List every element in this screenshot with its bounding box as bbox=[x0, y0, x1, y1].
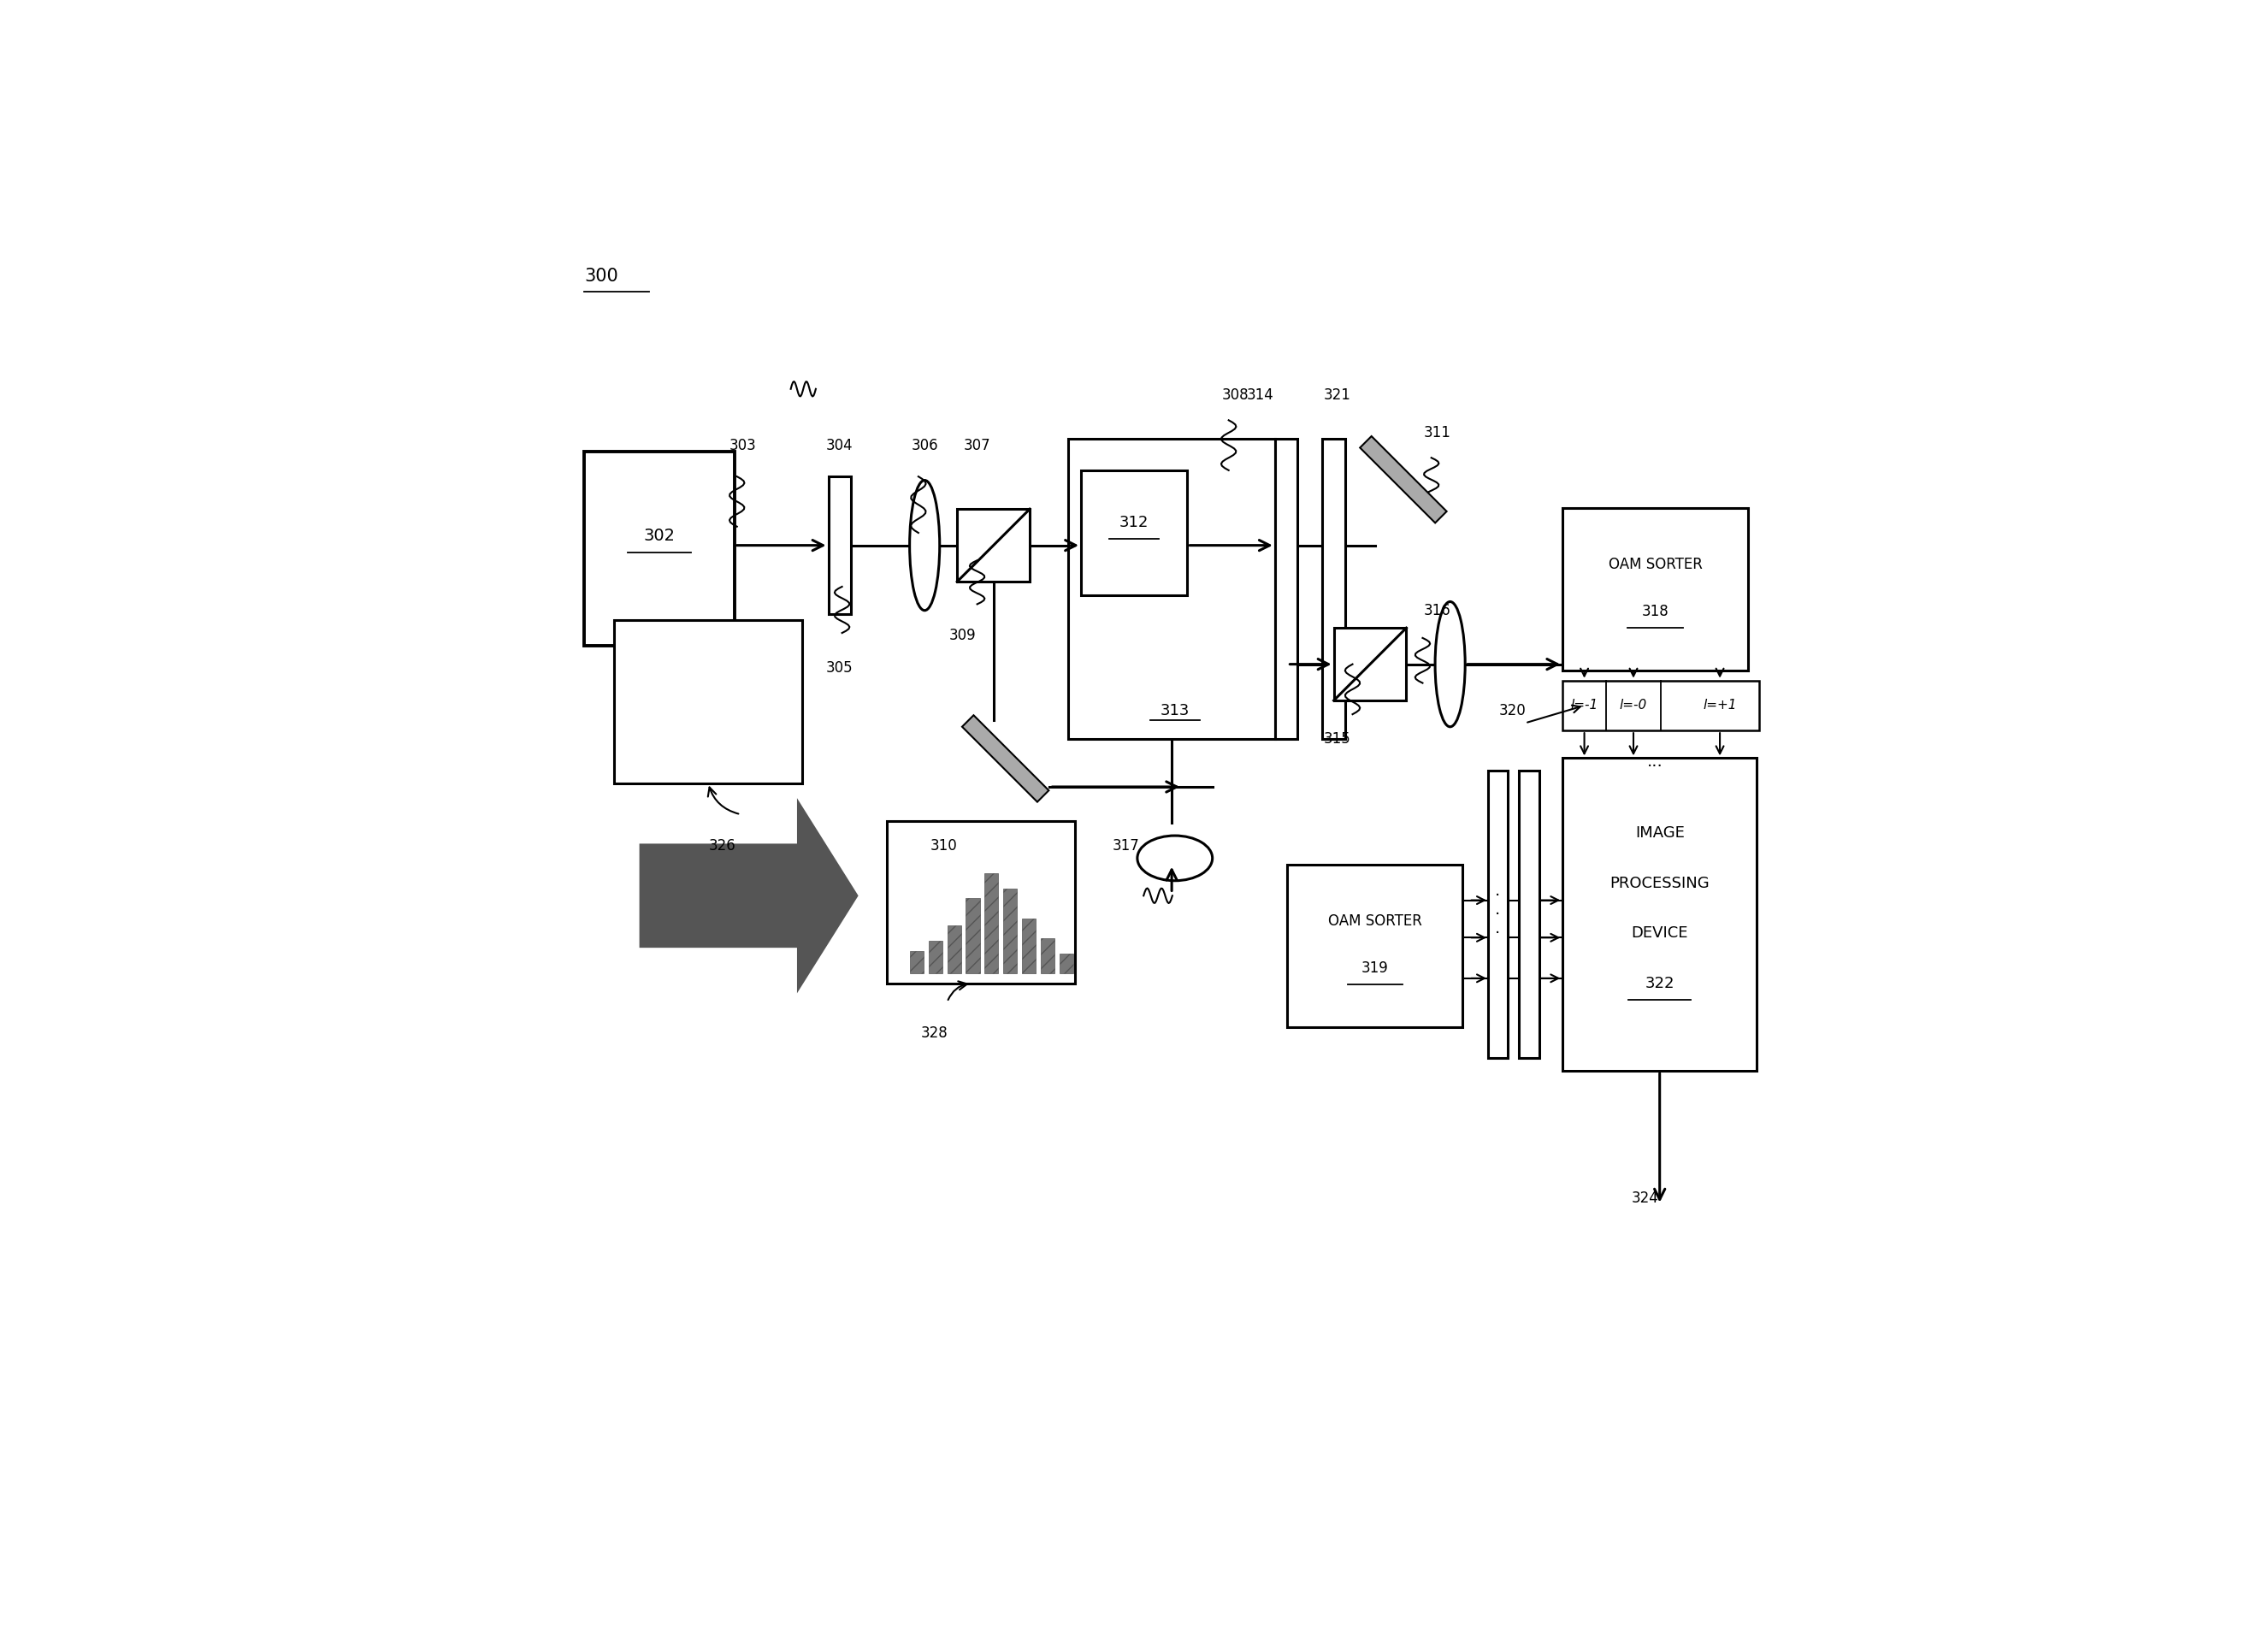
Bar bbox=[1563, 757, 1758, 1071]
Bar bbox=[1002, 889, 1018, 973]
Text: 321: 321 bbox=[1325, 387, 1352, 403]
Text: IMAGE: IMAGE bbox=[1635, 826, 1685, 840]
Bar bbox=[1059, 954, 1073, 973]
Ellipse shape bbox=[909, 481, 939, 611]
Text: 318: 318 bbox=[1642, 604, 1669, 619]
Text: 307: 307 bbox=[964, 437, 991, 453]
Text: 324: 324 bbox=[1631, 1191, 1658, 1206]
Bar bbox=[1563, 681, 1760, 731]
Bar bbox=[966, 899, 980, 973]
Bar bbox=[1488, 770, 1508, 1058]
Bar bbox=[585, 452, 735, 645]
Text: 304: 304 bbox=[826, 437, 853, 453]
Polygon shape bbox=[1361, 436, 1447, 523]
Bar bbox=[1082, 470, 1188, 595]
Text: 306: 306 bbox=[912, 437, 939, 453]
Text: OAM SORTER: OAM SORTER bbox=[1329, 913, 1422, 928]
Bar bbox=[1563, 507, 1749, 671]
Text: 314: 314 bbox=[1247, 387, 1275, 403]
Text: 322: 322 bbox=[1644, 975, 1674, 991]
Text: l=-0: l=-0 bbox=[1619, 699, 1647, 712]
Text: 311: 311 bbox=[1424, 426, 1452, 440]
Text: 315: 315 bbox=[1325, 731, 1352, 748]
Text: PROCESSING: PROCESSING bbox=[1610, 876, 1710, 890]
Bar bbox=[1068, 439, 1275, 739]
Text: l=-1: l=-1 bbox=[1569, 699, 1599, 712]
Ellipse shape bbox=[1436, 601, 1465, 726]
Bar bbox=[828, 476, 850, 614]
Text: 313: 313 bbox=[1161, 702, 1188, 718]
Text: ...: ... bbox=[1647, 754, 1662, 770]
Text: 302: 302 bbox=[644, 528, 676, 544]
Text: 305: 305 bbox=[826, 660, 853, 676]
Bar bbox=[1023, 918, 1036, 973]
Text: ·
·
·: · · · bbox=[1495, 887, 1501, 941]
Bar bbox=[984, 873, 998, 973]
Bar bbox=[1322, 439, 1345, 739]
Text: OAM SORTER: OAM SORTER bbox=[1608, 556, 1703, 572]
FancyArrow shape bbox=[640, 798, 857, 993]
Text: DEVICE: DEVICE bbox=[1631, 926, 1687, 941]
Bar bbox=[909, 951, 923, 973]
Text: 300: 300 bbox=[585, 268, 619, 284]
Text: l=+1: l=+1 bbox=[1703, 699, 1737, 712]
Bar bbox=[1288, 864, 1463, 1027]
Text: 312: 312 bbox=[1120, 515, 1150, 530]
Text: 320: 320 bbox=[1499, 704, 1526, 718]
Ellipse shape bbox=[1136, 835, 1213, 881]
Bar bbox=[615, 621, 803, 783]
Text: 317: 317 bbox=[1111, 838, 1139, 853]
Bar bbox=[887, 821, 1075, 983]
Text: 319: 319 bbox=[1361, 960, 1388, 977]
Bar bbox=[1334, 627, 1406, 700]
Text: 309: 309 bbox=[948, 627, 975, 644]
Text: 308: 308 bbox=[1222, 387, 1247, 403]
Text: 316: 316 bbox=[1424, 603, 1452, 618]
Text: 310: 310 bbox=[930, 838, 957, 853]
Bar bbox=[1275, 439, 1297, 739]
Bar bbox=[928, 941, 941, 973]
Bar bbox=[1041, 938, 1055, 973]
Text: 326: 326 bbox=[708, 838, 735, 853]
Bar bbox=[957, 509, 1030, 582]
Text: 328: 328 bbox=[921, 1025, 948, 1042]
Bar bbox=[948, 926, 962, 973]
Text: 303: 303 bbox=[730, 437, 758, 453]
Polygon shape bbox=[962, 715, 1048, 801]
Bar bbox=[1520, 770, 1540, 1058]
